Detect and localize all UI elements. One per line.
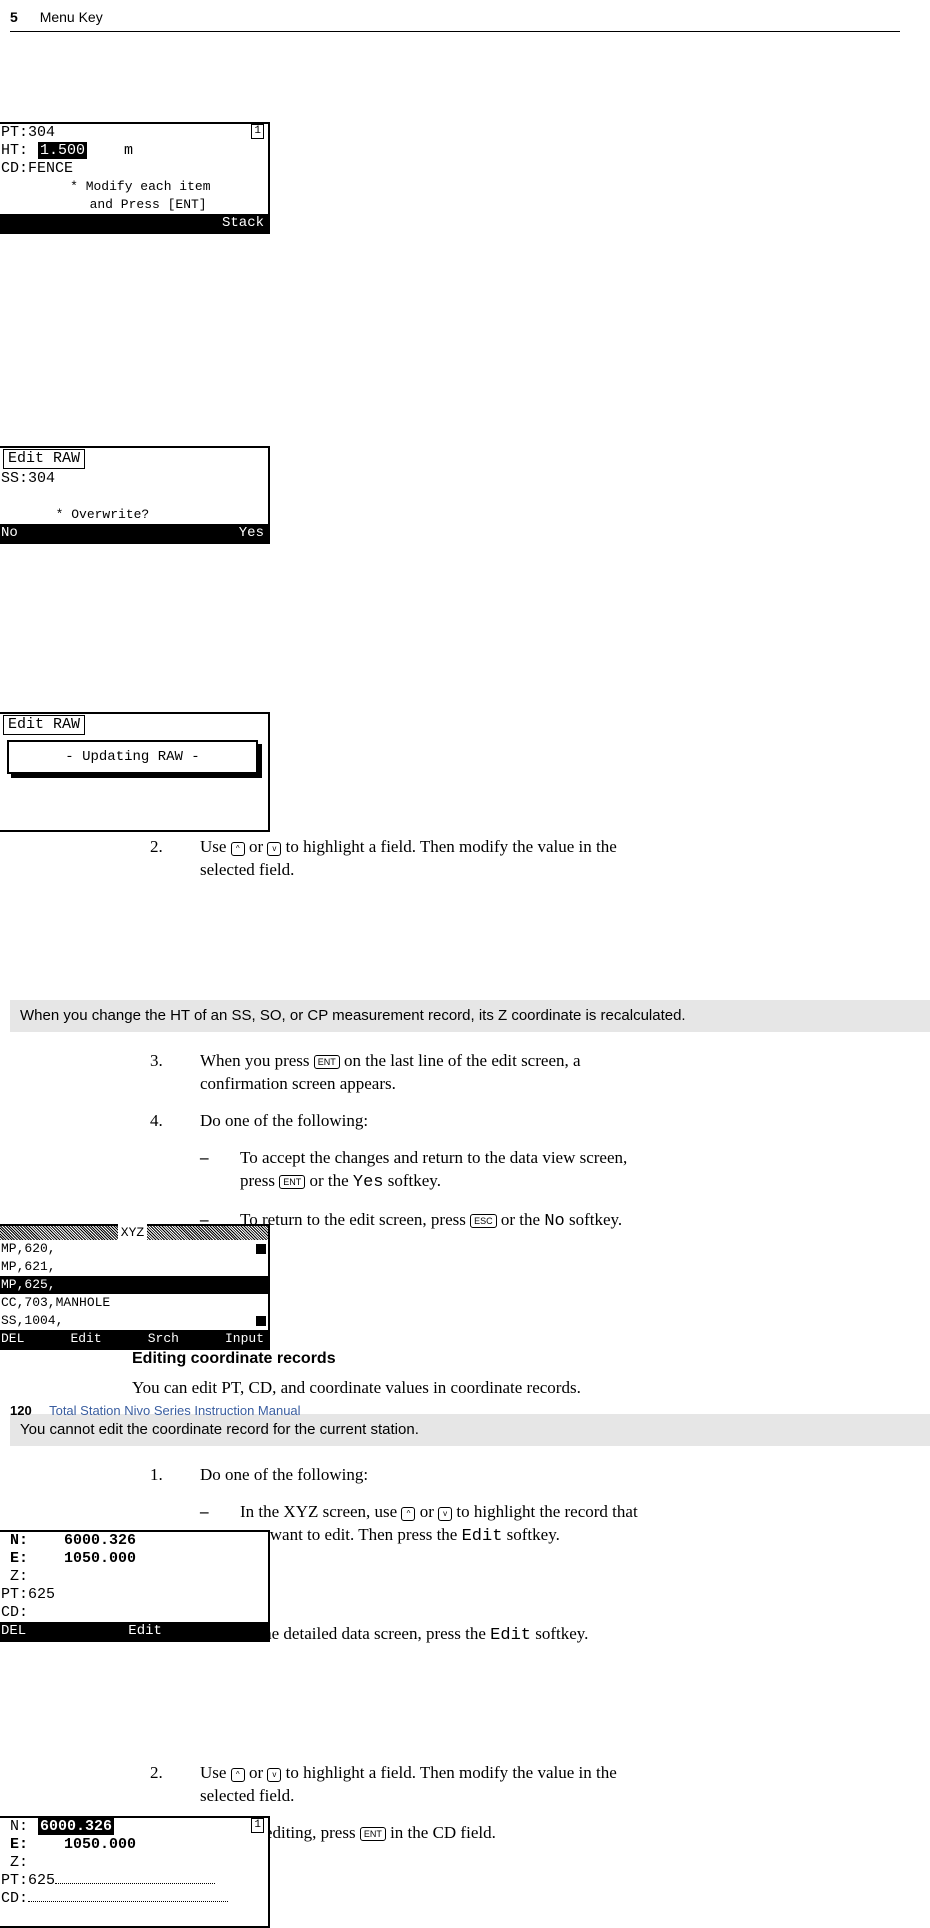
down-key-icon: v <box>267 1768 281 1782</box>
ent-key-icon: ENT <box>314 1055 340 1069</box>
step-2: 2. Use ^ or v to highlight a field. Then… <box>150 836 900 882</box>
lcd-screen-1: PT:3041 HT: 1.500 m CD:FENCE * Modify ea… <box>0 122 270 234</box>
step-3: 3. When you press ENT on the last line o… <box>150 1050 900 1096</box>
chapter-title: Menu Key <box>40 9 103 25</box>
intro-text: You can edit PT, CD, and coordinate valu… <box>132 1377 900 1400</box>
down-key-icon: v <box>267 842 281 856</box>
step-4: 4. Do one of the following: <box>150 1110 900 1133</box>
header-rule <box>10 31 900 32</box>
step-b1: 1. Do one of the following: <box>150 1464 900 1487</box>
page-number: 120 <box>10 1403 32 1418</box>
up-key-icon: ^ <box>401 1507 415 1521</box>
lcd-screen-2: Edit RAW SS:304 * Overwrite? NoYes <box>0 446 270 544</box>
up-key-icon: ^ <box>231 842 245 856</box>
page-footer: 120 Total Station Nivo Series Instructio… <box>10 1402 301 1420</box>
lcd-screen-6: N: 6000.3261 E: 1050.000 Z: PT:625 CD: <box>0 1816 270 1928</box>
esc-key-icon: ESC <box>470 1214 497 1228</box>
lcd-screen-4: XYZ MP,620, MP,621, MP,625, CC,703,MANHO… <box>0 1224 270 1350</box>
note-ht-recalc: When you change the HT of an SS, SO, or … <box>10 1000 930 1032</box>
ent-key-icon: ENT <box>360 1827 386 1841</box>
subheading-editing-coord: Editing coordinate records <box>132 1348 900 1370</box>
ent-key-icon: ENT <box>279 1175 305 1189</box>
lcd-screen-5: N: 6000.326 E: 1050.000 Z: PT:625 CD: DE… <box>0 1530 270 1642</box>
up-key-icon: ^ <box>231 1768 245 1782</box>
step-4a: – To accept the changes and return to th… <box>150 1147 900 1195</box>
step-b2: 2. Use ^ or v to highlight a field. Then… <box>150 1762 900 1808</box>
lcd-screen-3: Edit RAW * Overwrite? - Updating RAW - <box>0 712 270 832</box>
down-key-icon: v <box>438 1507 452 1521</box>
footer-title: Total Station Nivo Series Instruction Ma… <box>49 1403 300 1418</box>
chapter-number: 5 <box>10 9 18 25</box>
